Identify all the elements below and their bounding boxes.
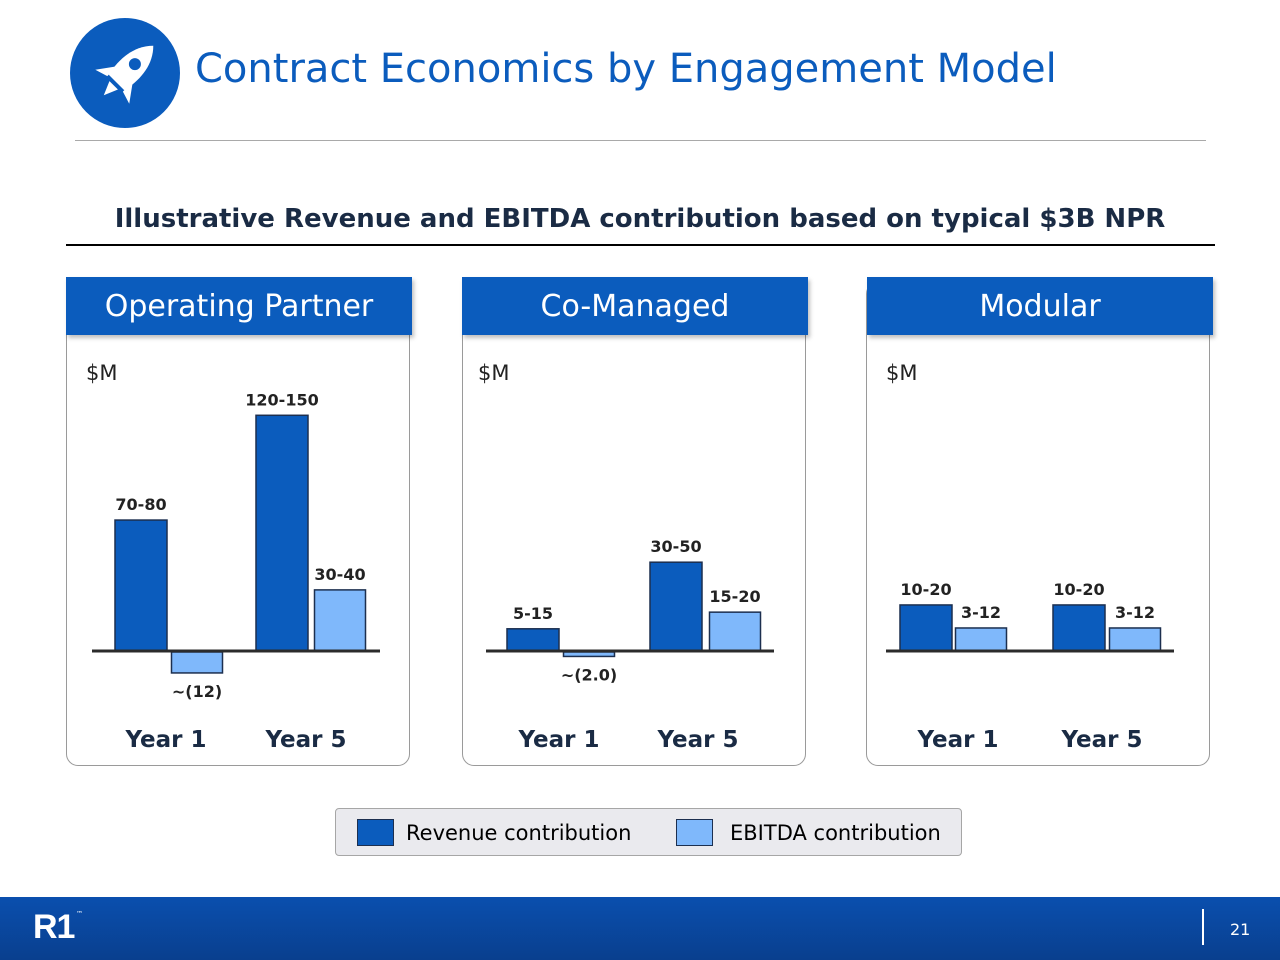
operating-partner-panel bbox=[66, 282, 410, 766]
legend-label-ebitda: EBITDA contribution bbox=[730, 821, 941, 845]
co-managed-header: Co-Managed bbox=[462, 277, 808, 335]
footer-bar bbox=[0, 897, 1280, 960]
legend bbox=[335, 808, 962, 856]
footer-separator bbox=[1202, 909, 1204, 945]
rocket-icon bbox=[95, 45, 154, 104]
footer-logo: R1 bbox=[33, 908, 75, 946]
modular-header: Modular bbox=[867, 277, 1213, 335]
legend-swatch-revenue bbox=[357, 819, 394, 846]
subtitle-divider bbox=[66, 244, 1215, 246]
legend-label-revenue: Revenue contribution bbox=[406, 821, 632, 845]
page-subtitle: Illustrative Revenue and EBITDA contribu… bbox=[114, 204, 1166, 234]
title-divider bbox=[75, 140, 1206, 141]
co-managed-panel bbox=[462, 282, 806, 766]
page-number: 21 bbox=[1230, 920, 1251, 939]
operating-partner-header: Operating Partner bbox=[66, 277, 412, 335]
page-title: Contract Economics by Engagement Model bbox=[195, 46, 1057, 92]
modular-panel bbox=[866, 282, 1210, 766]
header-logo bbox=[70, 18, 180, 128]
footer-trademark: ™ bbox=[76, 910, 83, 918]
legend-swatch-ebitda bbox=[676, 819, 713, 846]
